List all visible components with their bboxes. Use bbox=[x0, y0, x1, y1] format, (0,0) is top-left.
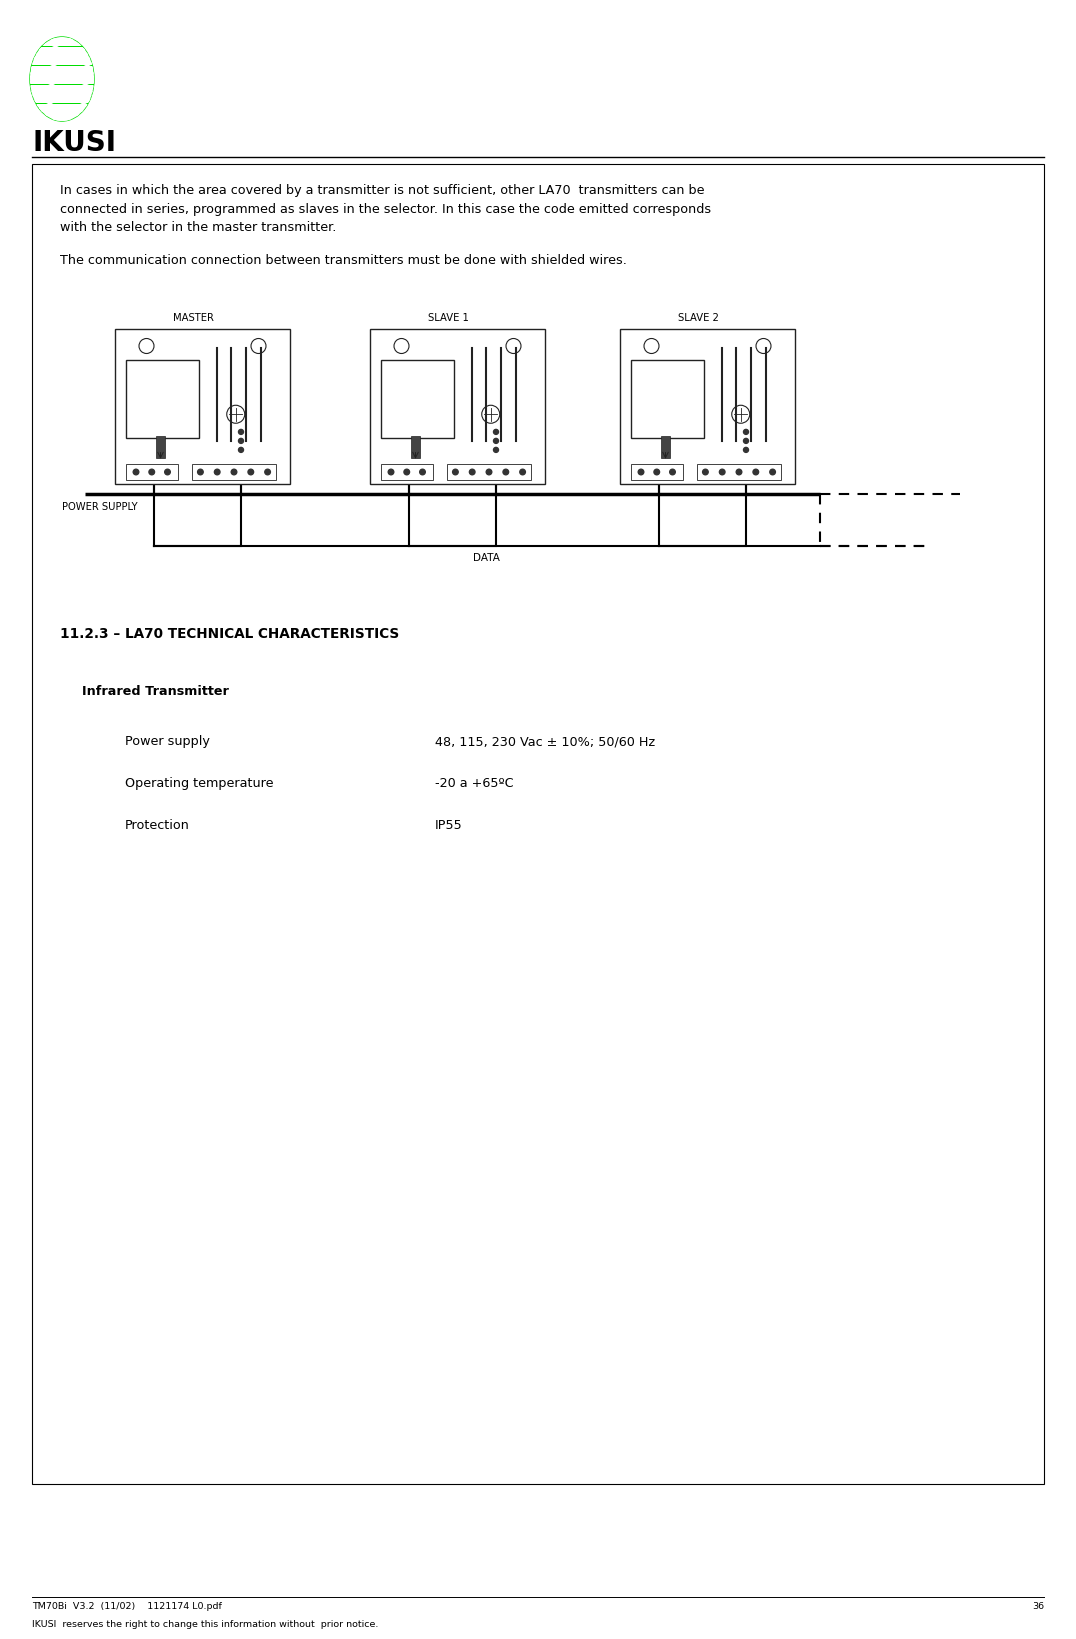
Text: SLAVE 1: SLAVE 1 bbox=[428, 313, 469, 323]
Text: 11.2.3 – LA70 TECHNICAL CHARACTERISTICS: 11.2.3 – LA70 TECHNICAL CHARACTERISTICS bbox=[60, 628, 399, 641]
Bar bbox=[370, 329, 546, 484]
Text: In cases in which the area covered by a transmitter is not sufficient, other LA7: In cases in which the area covered by a … bbox=[60, 184, 711, 234]
Circle shape bbox=[494, 429, 498, 434]
Circle shape bbox=[239, 429, 243, 434]
Circle shape bbox=[265, 469, 270, 475]
Circle shape bbox=[133, 469, 139, 475]
Text: POWER SUPPLY: POWER SUPPLY bbox=[62, 502, 138, 511]
Text: -20 a +65ºC: -20 a +65ºC bbox=[435, 777, 513, 790]
Text: MASTER: MASTER bbox=[173, 313, 214, 323]
Circle shape bbox=[753, 469, 759, 475]
Ellipse shape bbox=[30, 38, 94, 121]
Bar bbox=[697, 464, 781, 480]
Bar bbox=[115, 329, 291, 484]
Bar bbox=[411, 436, 420, 457]
Text: 36: 36 bbox=[1032, 1601, 1044, 1611]
Bar bbox=[631, 361, 704, 438]
Bar bbox=[32, 164, 1044, 1483]
Bar bbox=[126, 361, 199, 438]
Text: IKUSI  reserves the right to change this information without  prior notice.: IKUSI reserves the right to change this … bbox=[32, 1619, 379, 1629]
Circle shape bbox=[654, 469, 660, 475]
Text: Infrared Transmitter: Infrared Transmitter bbox=[82, 685, 229, 698]
Text: TM70Bi  V3.2  (11/02)    1121174 L0.pdf: TM70Bi V3.2 (11/02) 1121174 L0.pdf bbox=[32, 1601, 222, 1611]
Circle shape bbox=[703, 469, 708, 475]
Text: Operating temperature: Operating temperature bbox=[125, 777, 273, 790]
Circle shape bbox=[231, 469, 237, 475]
Circle shape bbox=[520, 469, 525, 475]
Circle shape bbox=[769, 469, 776, 475]
Circle shape bbox=[388, 469, 394, 475]
Circle shape bbox=[239, 438, 243, 444]
Circle shape bbox=[494, 447, 498, 452]
Bar bbox=[631, 464, 683, 480]
Circle shape bbox=[214, 469, 220, 475]
Circle shape bbox=[453, 469, 458, 475]
Bar bbox=[381, 361, 454, 438]
Circle shape bbox=[469, 469, 475, 475]
Circle shape bbox=[744, 438, 749, 444]
Bar bbox=[620, 329, 795, 484]
Circle shape bbox=[502, 469, 509, 475]
Bar bbox=[447, 464, 530, 480]
Circle shape bbox=[638, 469, 643, 475]
Bar bbox=[662, 436, 669, 457]
Text: Protection: Protection bbox=[125, 820, 189, 833]
Circle shape bbox=[744, 429, 749, 434]
Circle shape bbox=[720, 469, 725, 475]
Circle shape bbox=[148, 469, 155, 475]
Text: Power supply: Power supply bbox=[125, 734, 210, 747]
Bar bbox=[156, 436, 165, 457]
Circle shape bbox=[736, 469, 741, 475]
Bar bbox=[381, 464, 433, 480]
Bar bbox=[192, 464, 277, 480]
Bar bbox=[126, 464, 178, 480]
Circle shape bbox=[494, 438, 498, 444]
Text: IP55: IP55 bbox=[435, 820, 463, 833]
Text: IKUSI: IKUSI bbox=[32, 129, 116, 157]
Text: SLAVE 2: SLAVE 2 bbox=[678, 313, 719, 323]
Circle shape bbox=[744, 447, 749, 452]
Circle shape bbox=[247, 469, 254, 475]
Text: DATA: DATA bbox=[473, 552, 500, 564]
Circle shape bbox=[165, 469, 170, 475]
Circle shape bbox=[669, 469, 676, 475]
Circle shape bbox=[420, 469, 425, 475]
Text: 48, 115, 230 Vac ± 10%; 50/60 Hz: 48, 115, 230 Vac ± 10%; 50/60 Hz bbox=[435, 734, 655, 747]
Circle shape bbox=[239, 447, 243, 452]
Circle shape bbox=[404, 469, 410, 475]
Text: The communication connection between transmitters must be done with shielded wir: The communication connection between tra… bbox=[60, 254, 627, 267]
Circle shape bbox=[198, 469, 203, 475]
Circle shape bbox=[486, 469, 492, 475]
